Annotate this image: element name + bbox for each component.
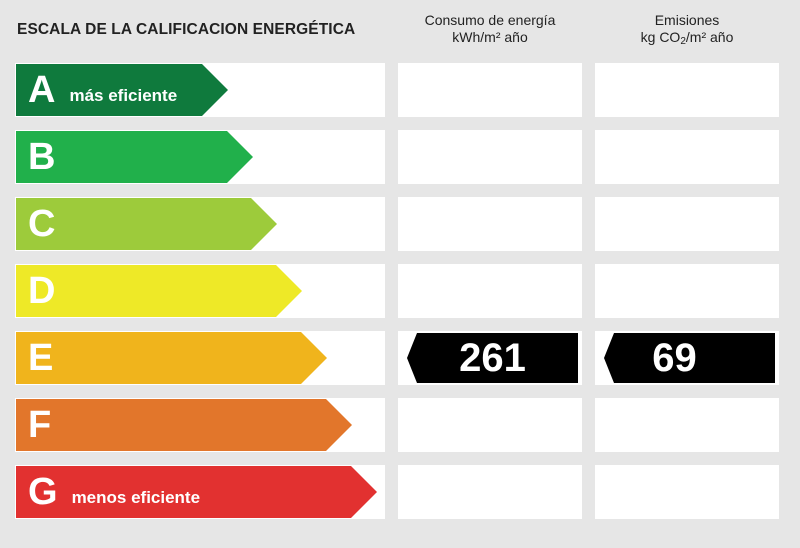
rating-letter-a: A	[28, 69, 56, 111]
emissions-cell-g	[595, 465, 779, 519]
emissions-header-label: Emisiones	[654, 12, 720, 28]
rating-arrow-f: F	[16, 399, 352, 451]
rating-letter-d: D	[28, 270, 56, 312]
rating-arrow-c: C	[16, 198, 277, 250]
rating-note-g: menos eficiente	[71, 488, 201, 507]
emissions-value: 69	[652, 335, 697, 380]
consumption-header: Consumo de energía kWh/m² año	[397, 12, 583, 46]
rating-arrow-g: G menos eficiente	[16, 466, 377, 518]
consumption-value: 261	[459, 335, 526, 380]
emissions-cell-c	[595, 197, 779, 251]
rating-arrow-a: A más eficiente	[16, 64, 228, 116]
rating-arrow-d: D	[16, 265, 302, 317]
emissions-header-unit: kg CO2/m² año	[640, 29, 734, 47]
page-title: ESCALA DE LA CALIFICACION ENERGÉTICA	[17, 21, 356, 38]
rating-arrow-b: B	[16, 131, 253, 183]
rating-note-a: más eficiente	[69, 86, 178, 105]
rating-letter-f: F	[28, 404, 52, 446]
emissions-cell-f	[595, 398, 779, 452]
consumption-cell-b	[398, 130, 582, 184]
rating-letter-b: B	[28, 136, 56, 178]
emissions-cell-d	[595, 264, 779, 318]
emissions-cell-b	[595, 130, 779, 184]
consumption-cell-d	[398, 264, 582, 318]
rating-letter-g: G	[28, 471, 58, 513]
emissions-cell-a	[595, 63, 779, 117]
rating-arrow-e: E	[16, 332, 327, 384]
consumption-header-unit: kWh/m² año	[452, 29, 528, 45]
consumption-cell-a	[398, 63, 582, 117]
consumption-header-label: Consumo de energía	[424, 12, 556, 28]
consumption-value-tag: 261	[407, 333, 578, 383]
consumption-cell-c	[398, 197, 582, 251]
emissions-header: Emisiones kg CO2/m² año	[594, 12, 780, 47]
emissions-value-tag: 69	[604, 333, 775, 383]
rating-letter-e: E	[28, 337, 54, 379]
rating-letter-c: C	[28, 203, 56, 245]
consumption-cell-g	[398, 465, 582, 519]
consumption-cell-f	[398, 398, 582, 452]
